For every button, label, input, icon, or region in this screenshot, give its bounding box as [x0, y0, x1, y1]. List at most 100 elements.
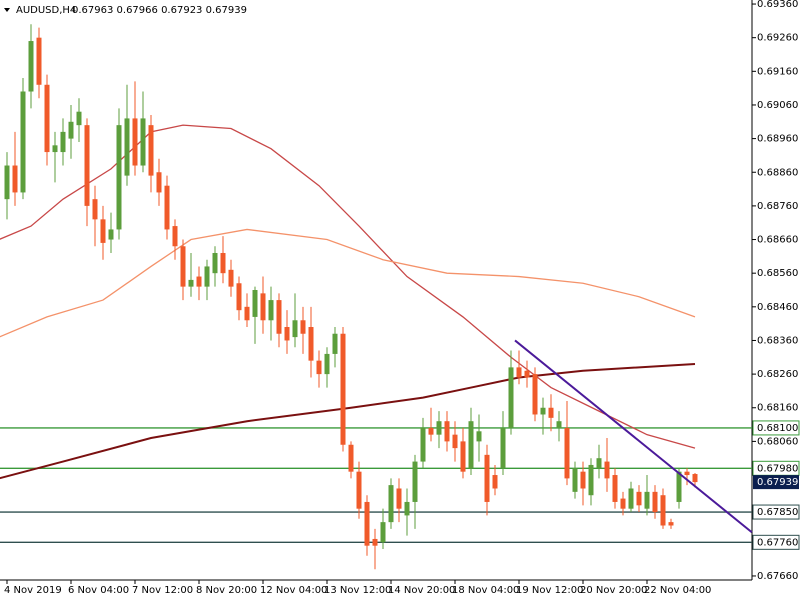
candle-body [548, 407, 554, 418]
candle-body [516, 367, 522, 378]
candle-body [372, 538, 378, 546]
candle-body [612, 475, 618, 502]
candle-body [460, 441, 466, 472]
candle-body [556, 421, 562, 428]
candle-body [668, 522, 674, 526]
candle-body [156, 172, 162, 193]
chart-title: AUDUSD,H4 [16, 5, 76, 16]
candle-body [500, 427, 506, 469]
candle-body [236, 283, 242, 311]
candle-body [404, 501, 410, 516]
candle-body [60, 131, 66, 153]
candle-body [524, 370, 530, 378]
level-label: 0.67850 [757, 507, 798, 518]
candle-body [644, 491, 650, 509]
candle-body [436, 421, 442, 435]
candle-body [476, 431, 482, 442]
candle-body [260, 293, 266, 321]
candle-body [364, 501, 370, 546]
x-tick-label: 13 Nov 12:00 [324, 585, 391, 596]
y-tick-label: 0.68460 [757, 302, 798, 313]
y-tick-label: 0.68560 [757, 268, 798, 279]
candle-body [108, 229, 114, 240]
last-price-box [753, 475, 799, 490]
candle-body [484, 454, 490, 502]
y-tick-label: 0.69360 [757, 0, 798, 10]
y-tick-label: 0.69060 [757, 100, 798, 111]
candle-body [220, 252, 226, 274]
candle-body [540, 407, 546, 415]
candle-body [636, 491, 642, 506]
moving-average [0, 124, 696, 449]
candle-body [252, 290, 258, 317]
candle-body [244, 306, 250, 321]
candle-body [324, 353, 330, 375]
candle-body [132, 118, 138, 166]
level-label-box [752, 534, 800, 550]
candle-body [20, 91, 26, 193]
candle-body [428, 427, 434, 435]
candle-body [228, 269, 234, 287]
candle-body [572, 468, 578, 492]
candle-body [76, 111, 82, 126]
x-tick-label: 8 Nov 20:00 [196, 585, 257, 596]
candle-body [212, 252, 218, 274]
candle-body [468, 421, 474, 469]
candle-body [284, 327, 290, 341]
candle-body [660, 495, 666, 526]
candle-body [116, 125, 122, 230]
moving-average [0, 228, 696, 338]
candle-body [84, 125, 90, 206]
candle-body [316, 360, 322, 375]
candle-body [68, 121, 74, 139]
candle-body [348, 444, 354, 472]
candle-body [620, 498, 626, 509]
candle-body [268, 300, 274, 321]
y-tick-label: 0.68360 [757, 335, 798, 346]
ohlc-readout: 0.67963 0.67966 0.67923 0.67939 [72, 5, 247, 16]
x-tick-label: 7 Nov 12:00 [132, 585, 193, 596]
level-label-box [752, 504, 800, 520]
x-tick-label: 18 Nov 04:00 [452, 585, 519, 596]
y-tick-label: 0.68260 [757, 369, 798, 380]
candle-body [204, 266, 210, 287]
candle-body [164, 185, 170, 230]
candle-body [172, 226, 178, 247]
menu-arrow [4, 8, 10, 12]
y-tick-label: 0.68860 [757, 167, 798, 178]
candle-body [196, 276, 202, 287]
candle-body [452, 434, 458, 449]
y-tick-label: 0.69260 [757, 33, 798, 44]
candle-body [492, 475, 498, 489]
candle-body [52, 145, 58, 153]
candle-body [684, 471, 690, 476]
candle-body [308, 327, 314, 361]
candle-body [628, 488, 634, 509]
candle-body [140, 118, 146, 166]
candle-body [292, 320, 298, 338]
candle-body [276, 300, 282, 334]
last-price-label: 0.67939 [757, 477, 798, 488]
trendline [514, 339, 753, 534]
candle-body [380, 522, 386, 543]
candle-body [148, 125, 154, 176]
candle-body [92, 199, 98, 220]
candle-body [604, 461, 610, 479]
candle-body [4, 165, 10, 200]
y-tick-label: 0.68660 [757, 235, 798, 246]
candle-body [44, 84, 50, 153]
y-tick-label: 0.69160 [757, 66, 798, 77]
candle-body [188, 279, 194, 287]
candle-body [420, 427, 426, 462]
y-tick-label: 0.68160 [757, 403, 798, 414]
candle-body [340, 333, 346, 445]
candle-body [396, 488, 402, 509]
candle-body [332, 333, 338, 354]
candle-body [564, 427, 570, 479]
candle-body [12, 165, 18, 193]
y-tick-label: 0.67660 [757, 571, 798, 582]
x-tick-label: 12 Nov 04:00 [260, 585, 327, 596]
